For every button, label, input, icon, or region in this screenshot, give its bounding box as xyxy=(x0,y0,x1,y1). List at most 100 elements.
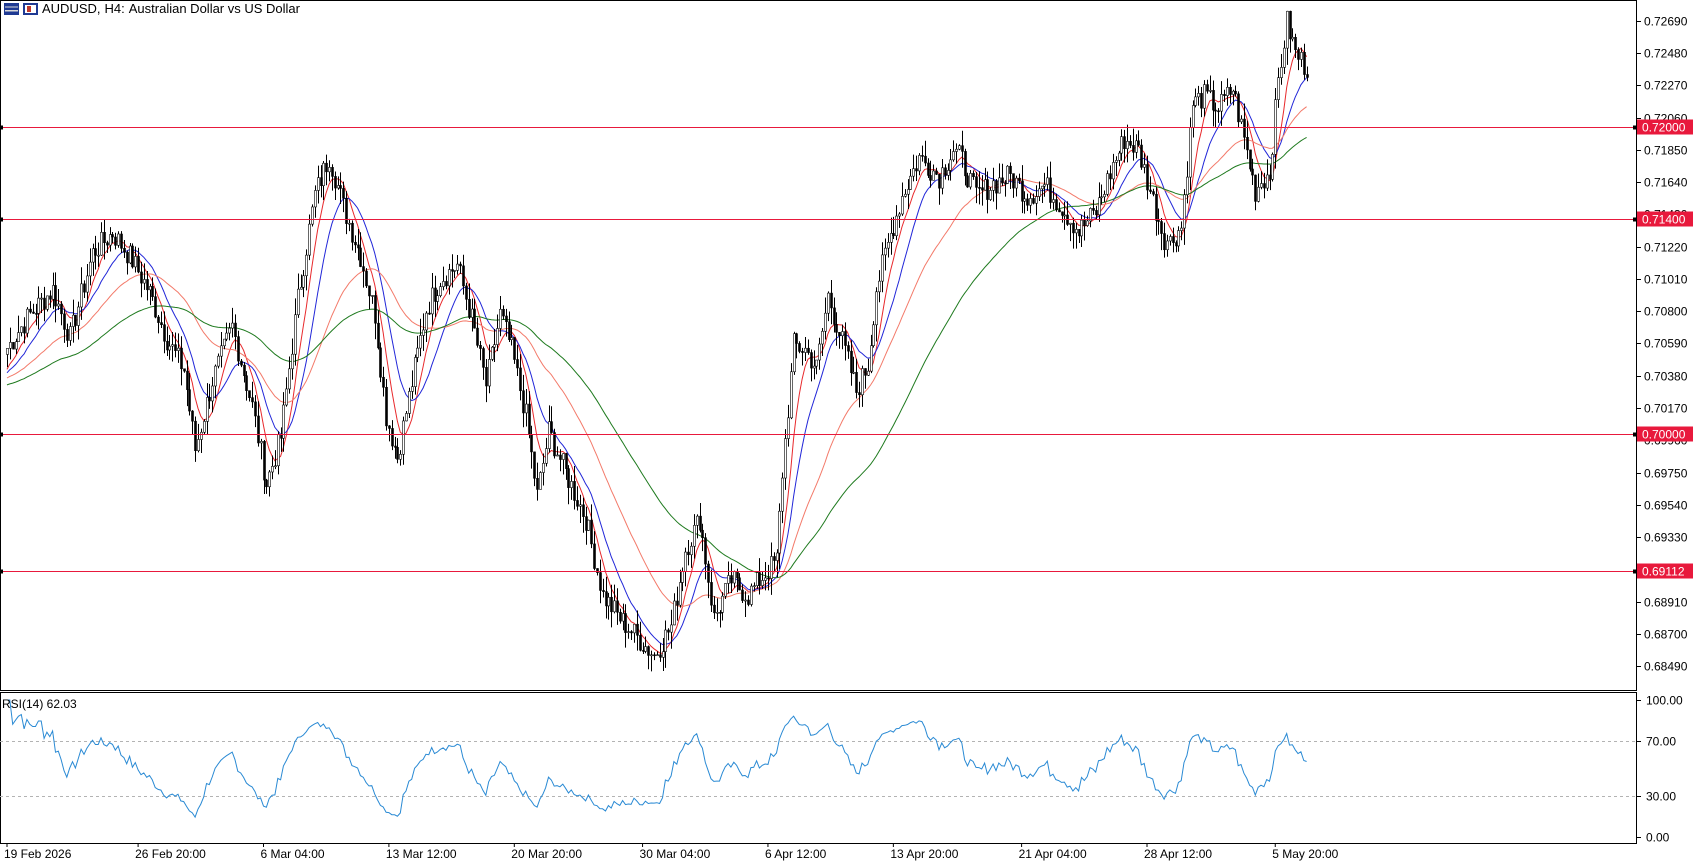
candle-body xyxy=(1257,186,1260,202)
candle-body xyxy=(519,367,522,392)
time-axis-label: 26 Feb 20:00 xyxy=(135,847,206,861)
candle-body xyxy=(1160,221,1163,234)
chart-list-icon[interactable] xyxy=(4,2,19,15)
candle-body xyxy=(576,500,579,507)
candle-body xyxy=(123,248,126,253)
candle-body xyxy=(986,179,989,200)
candle-body xyxy=(513,337,516,360)
candle-body xyxy=(345,197,348,224)
level-anchor-right xyxy=(1633,125,1637,130)
candle-body xyxy=(1172,236,1175,243)
candle-body xyxy=(784,438,787,479)
candle-body xyxy=(1246,136,1249,151)
candle-body xyxy=(254,401,257,417)
time-axis-label: 6 Apr 12:00 xyxy=(765,847,827,861)
candle-body xyxy=(1289,10,1292,40)
candle-body xyxy=(1055,199,1058,211)
candle-body xyxy=(32,311,35,314)
candle-body xyxy=(357,244,360,249)
candle-body xyxy=(394,445,397,448)
candle-body xyxy=(952,151,955,161)
candle-body xyxy=(978,187,981,189)
time-axis-label: 6 Mar 04:00 xyxy=(261,847,325,861)
candle-body xyxy=(89,261,92,277)
candle-body xyxy=(188,389,191,412)
candle-body xyxy=(1212,90,1215,111)
candle-body xyxy=(912,168,915,177)
candle-body xyxy=(1009,165,1012,174)
candle-body xyxy=(277,434,280,467)
candle-body xyxy=(1043,184,1046,187)
candle-body xyxy=(1132,145,1135,153)
price-axis-label: 0.69750 xyxy=(1644,467,1688,481)
level-price-tag xyxy=(1637,211,1693,227)
candle-body xyxy=(887,242,890,249)
candle-body xyxy=(43,297,46,310)
candle-body xyxy=(1197,93,1200,98)
candle-body xyxy=(1041,185,1044,190)
candle-body xyxy=(265,479,268,488)
one-click-trading-icon[interactable] xyxy=(23,2,38,15)
candle-body xyxy=(305,254,308,277)
candle-body xyxy=(388,425,391,429)
candle-body xyxy=(1306,74,1309,78)
candle-body xyxy=(428,312,431,315)
level-anchor-left xyxy=(0,569,3,574)
candle-body xyxy=(1175,242,1178,247)
candle-body xyxy=(559,454,562,460)
candle-body xyxy=(1149,189,1152,192)
candle-body xyxy=(439,286,442,296)
candle-body xyxy=(399,453,402,460)
candle-body xyxy=(579,504,582,507)
candle-body xyxy=(103,231,106,244)
candle-body xyxy=(126,252,129,264)
candle-body xyxy=(168,345,171,351)
candle-body xyxy=(294,314,297,355)
candle-body xyxy=(850,350,853,373)
candle-body xyxy=(565,453,568,469)
candle-body xyxy=(1180,227,1183,231)
candle-body xyxy=(1266,174,1269,189)
candle-body xyxy=(741,589,744,601)
candle-body xyxy=(881,254,884,282)
candle-body xyxy=(1021,180,1024,202)
chart-header: AUDUSD, H4: Australian Dollar vs US Doll… xyxy=(4,1,300,16)
candle-body xyxy=(1112,162,1115,180)
candle-body xyxy=(582,504,585,517)
candle-body xyxy=(966,175,969,188)
candle-body xyxy=(975,176,978,188)
candle-body xyxy=(813,365,816,369)
candle-body xyxy=(1263,183,1266,189)
candle-body xyxy=(131,245,134,268)
candle-body xyxy=(1200,93,1203,109)
candle-body xyxy=(699,515,702,531)
candle-body xyxy=(220,345,223,357)
candle-body xyxy=(647,646,650,656)
symbol-name: AUDUSD xyxy=(42,1,97,16)
candle-body xyxy=(730,575,733,584)
candle-body xyxy=(334,176,337,189)
candle-body xyxy=(416,347,419,358)
candle-body xyxy=(171,344,174,347)
candle-body xyxy=(37,297,40,314)
candle-body xyxy=(1069,222,1072,225)
candle-body xyxy=(1251,168,1254,176)
candle-body xyxy=(1166,240,1169,251)
candle-body xyxy=(556,454,559,457)
candle-body xyxy=(425,312,428,331)
candle-body xyxy=(200,431,203,440)
candle-body xyxy=(225,332,228,340)
candle-body xyxy=(798,343,801,352)
candle-body xyxy=(1249,149,1252,170)
candle-body xyxy=(120,233,123,249)
candle-body xyxy=(801,351,804,353)
candle-body xyxy=(855,372,858,393)
level-anchor-right xyxy=(1633,432,1637,437)
candle-body xyxy=(331,167,334,177)
level-price-label: 0.69112 xyxy=(1642,565,1685,579)
candle-body xyxy=(1126,141,1129,150)
candle-body xyxy=(245,375,248,391)
candle-body xyxy=(419,335,422,349)
